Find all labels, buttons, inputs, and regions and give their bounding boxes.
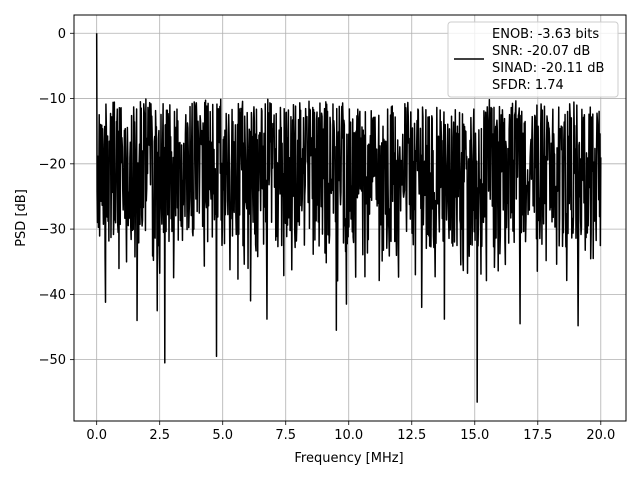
y-tick-label: 0 bbox=[58, 27, 66, 42]
y-tick-label: −50 bbox=[39, 353, 66, 368]
x-tick-label: 0.0 bbox=[86, 428, 107, 443]
x-axis-label: Frequency [MHz] bbox=[294, 451, 403, 466]
legend-entry-line: SNR: -20.07 dB bbox=[492, 44, 590, 59]
plot-area bbox=[95, 33, 602, 403]
x-tick-label: 12.5 bbox=[397, 428, 426, 443]
y-tick-label: −10 bbox=[39, 92, 66, 107]
legend-entry-line: ENOB: -3.63 bits bbox=[492, 27, 599, 42]
y-axis-label: PSD [dB] bbox=[14, 189, 29, 247]
x-tick-label: 2.5 bbox=[149, 428, 170, 443]
x-tick-label: 17.5 bbox=[523, 428, 552, 443]
y-tick-label: −20 bbox=[39, 157, 66, 172]
ticks: 0.0 2.5 5.0 7.5 10.0 12.5 15.0 17.5 20.0 0 −10 −20 −… bbox=[39, 27, 616, 443]
psd-series-line bbox=[95, 33, 602, 403]
legend-text: ENOB: -3.63 bits SNR: -20.07 dB SINAD: -20… bbox=[492, 27, 604, 93]
x-tick-label: 20.0 bbox=[586, 428, 615, 443]
axes-frame bbox=[73, 14, 627, 422]
legend-entry-line: SINAD: -20.11 dB bbox=[492, 61, 604, 76]
legend-box bbox=[447, 21, 619, 98]
x-tick-label: 7.5 bbox=[275, 428, 296, 443]
x-tick-label: 5.0 bbox=[212, 428, 233, 443]
legend-entry-line: SFDR: 1.74 bbox=[492, 78, 564, 93]
x-tick-label: 15.0 bbox=[460, 428, 489, 443]
y-tick-label: −30 bbox=[39, 223, 66, 238]
y-tick-label: −40 bbox=[39, 288, 66, 303]
legend: ENOB: -3.63 bits SNR: -20.07 dB SINAD: -20… bbox=[447, 21, 619, 98]
x-tick-label: 10.0 bbox=[334, 428, 363, 443]
